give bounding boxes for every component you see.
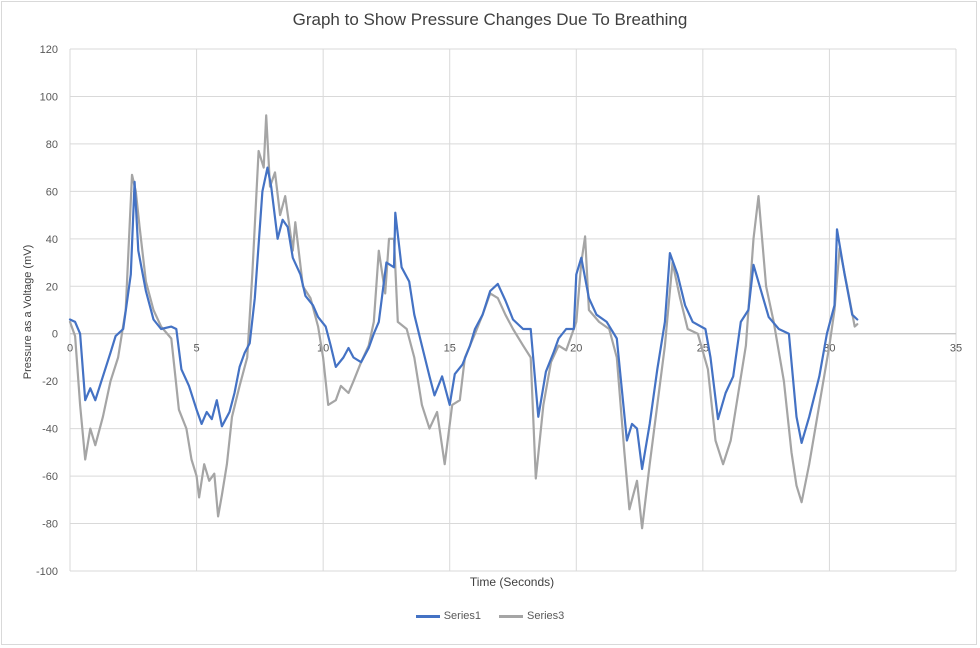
y-axis-title: Pressure as a Voltage (mV)	[22, 244, 34, 380]
y-tick-label: -100	[36, 566, 58, 578]
y-tick-label: 100	[40, 91, 58, 103]
legend-item-series3: Series3	[499, 610, 564, 622]
x-tick-label: 35	[950, 343, 962, 355]
legend-label-series1: Series1	[443, 610, 481, 622]
y-tick-label: -20	[42, 376, 58, 388]
x-tick-label: 5	[194, 343, 200, 355]
y-tick-label: 120	[40, 44, 58, 56]
y-tick-label: -40	[42, 424, 58, 436]
y-tick-label: 60	[46, 186, 58, 198]
y-tick-label: -60	[42, 471, 58, 483]
legend-item-series1: Series1	[415, 610, 481, 622]
x-tick-label: 20	[570, 343, 582, 355]
series-line-series1	[68, 166, 859, 471]
chart-legend: Series1 Series3	[0, 610, 980, 622]
x-axis-title: Time (Seconds)	[469, 575, 555, 589]
x-tick-label: 0	[67, 343, 73, 355]
x-tick-label: 10	[317, 343, 329, 355]
legend-label-series3: Series3	[527, 610, 565, 622]
y-tick-label: 40	[46, 234, 58, 246]
legend-swatch-series3	[499, 614, 523, 618]
y-tick-label: 0	[52, 329, 58, 341]
y-tick-label: -80	[42, 519, 58, 531]
chart-title: Graph to Show Pressure Changes Due To Br…	[292, 10, 688, 29]
legend-swatch-series1	[415, 614, 440, 618]
x-tick-label: 15	[444, 343, 456, 355]
y-tick-label: 20	[46, 281, 58, 293]
y-tick-label: 80	[46, 139, 58, 151]
series-line-series3	[68, 114, 859, 530]
